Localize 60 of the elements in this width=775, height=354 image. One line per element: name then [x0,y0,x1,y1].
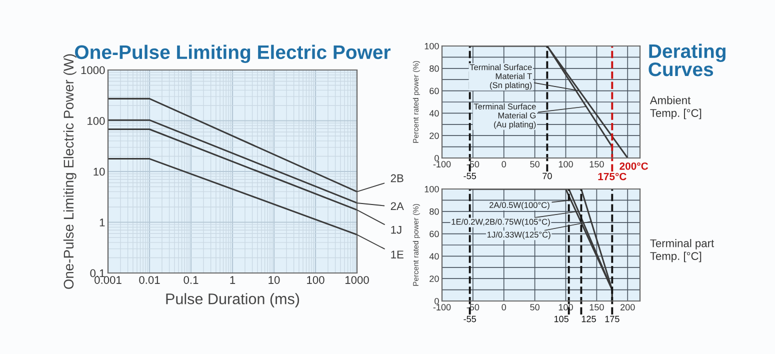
x-tick-label: 200 [620,304,635,310]
ref-line-label: 70 [542,172,552,180]
x-tick-label: 100 [307,276,324,284]
x-tick-label: 0.01 [139,276,160,284]
x-tick-label: 1 [230,276,236,284]
x-tick-label: 100 [558,161,573,168]
ref-line-label: 125 [582,316,596,322]
x-axis-title: Pulse Duration (ms) [166,293,300,308]
text: Derating Curves [648,44,726,76]
y-tick-label: 20 [430,132,439,139]
y-tick-label: 10 [94,168,105,176]
x-tick-label: 0 [502,304,506,310]
annotation: 200°C [620,162,648,170]
x-tick-label: 50 [530,161,540,168]
x-tick-label: 0.001 [94,276,122,284]
y-tick-label: 0 [434,154,439,162]
y-tick-label: 80 [430,65,439,72]
x-tick-label: 150 [590,161,604,168]
ref-line-label: -55 [464,172,476,180]
ref-line-label: 175°C [598,172,626,180]
x-tick-label: 100 [558,304,573,310]
annotation: 1J/0.33W(125°C) [487,231,550,240]
y-tick-label: 100 [424,186,439,192]
legend-label: 2A [390,202,404,210]
text: 1J [391,226,402,234]
y-tick-label: 80 [430,208,439,215]
y-tick-label: 1000 [81,66,105,74]
y-tick-label: 40 [429,253,439,260]
y-tick-label: 60 [430,230,439,238]
x-tick-label: 150 [590,304,604,310]
annotation: Terminal Surface Material T (Sn plating) [470,64,532,90]
x-axis-title: Terminal part Temp. [°C] [650,239,714,262]
x-tick-label: -50 [466,304,480,310]
x-tick-label: -100 [433,161,451,168]
x-tick-label: -100 [433,304,451,310]
text: 1E [391,250,404,258]
y-axis-title: One-Pulse Limiting Electric Power (W) [63,54,76,289]
y-tick-label: 100 [424,42,439,50]
annotation: 2A/0.5W(100°C) [490,202,550,210]
x-tick-label: 10 [268,276,280,284]
x-tick-label: 0 [502,161,506,168]
x-tick-label: 0.1 [184,276,198,284]
y-tick-label: 0 [434,298,439,304]
annotation: Terminal Surface Material G (Au plating) [474,103,536,130]
x-axis-title: Ambient Temp. [°C] [650,96,702,120]
y-tick-label: 100 [88,117,105,125]
ref-line-label: -55 [464,316,476,322]
y-tick-label: 60 [430,88,439,94]
x-tick-label: -50 [466,161,480,168]
y-tick-label: 1 [100,218,105,226]
ref-line-label: 105 [554,316,568,322]
x-tick-label: 50 [530,304,540,310]
y-tick-label: 40 [429,110,439,117]
chart-title: One-Pulse Limiting Electric Power [75,44,391,64]
y-tick-label: 0.1 [90,269,105,278]
ref-line-label: 175 [605,316,620,322]
text: 2B [390,174,404,182]
annotation: 1E/0.2W,2B/0.75W(105°C) [452,218,550,226]
y-tick-label: 20 [430,276,439,282]
x-tick-label: 1000 [345,276,369,284]
